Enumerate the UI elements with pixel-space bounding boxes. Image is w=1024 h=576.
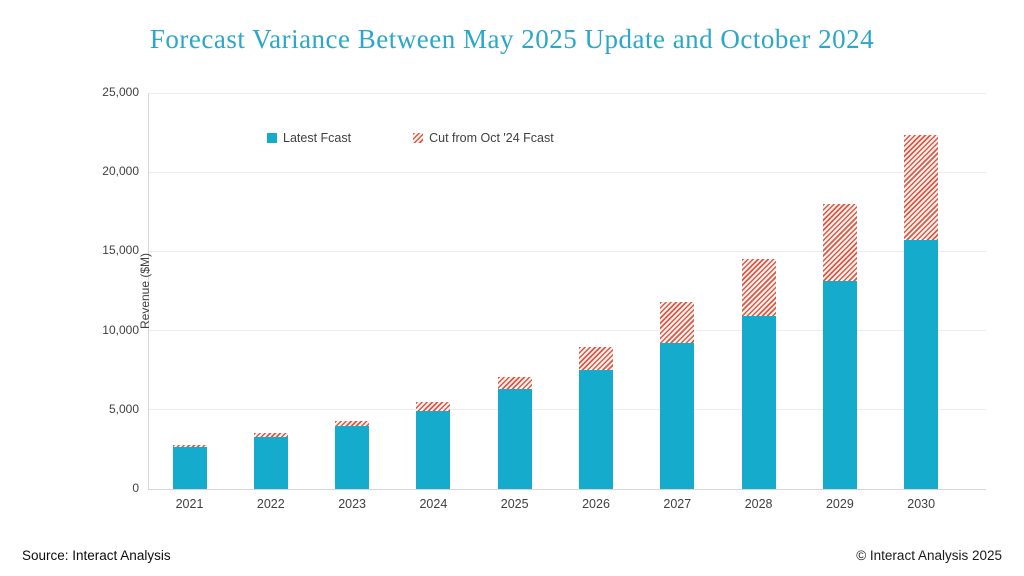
gridline-20000 bbox=[149, 171, 986, 173]
bar-cut-2024 bbox=[416, 401, 451, 411]
bar-cut-2023 bbox=[335, 421, 370, 427]
x-tick-label-2021: 2021 bbox=[175, 497, 204, 511]
x-tick-label-2029: 2029 bbox=[825, 497, 854, 511]
chart-title: Forecast Variance Between May 2025 Updat… bbox=[149, 24, 875, 54]
legend-label-cut: Cut from Oct '24 Fcast bbox=[429, 131, 554, 145]
y-tick-label-25000: 25,000 bbox=[102, 85, 139, 99]
bar-latest-2027 bbox=[660, 343, 695, 489]
x-tick-label-2022: 2022 bbox=[256, 497, 285, 511]
legend-item-latest-fcast: Latest Fcast bbox=[267, 131, 351, 145]
gridline-5000 bbox=[149, 409, 986, 411]
bar-latest-2029 bbox=[822, 280, 857, 489]
plot-area: Revenue ($M) Latest Fcast Cut from Oct '… bbox=[102, 85, 986, 511]
x-tick-label-2023: 2023 bbox=[338, 497, 366, 511]
bar-latest-2025 bbox=[497, 389, 532, 489]
legend-item-cut-fcast: Cut from Oct '24 Fcast bbox=[413, 131, 554, 145]
x-tick-label-2028: 2028 bbox=[744, 497, 773, 511]
y-tick-label-15000: 15,000 bbox=[102, 243, 139, 258]
y-tick-label-20000: 20,000 bbox=[102, 164, 139, 179]
bar-cut-2025 bbox=[497, 376, 532, 390]
bar-cut-2028 bbox=[741, 258, 776, 316]
x-tick-label-2025: 2025 bbox=[500, 497, 529, 511]
bar-cut-2026 bbox=[579, 347, 613, 371]
bar-latest-2021 bbox=[172, 447, 207, 489]
y-axis-title: Revenue ($M) bbox=[138, 252, 152, 330]
bar-latest-2028 bbox=[741, 315, 776, 489]
copyright-note: © Interact Analysis 2025 bbox=[856, 548, 1002, 563]
x-tick-label-2027: 2027 bbox=[663, 497, 692, 511]
bar-latest-2022 bbox=[253, 436, 288, 489]
bar-cut-2021 bbox=[172, 444, 207, 448]
x-tick-label-2024: 2024 bbox=[419, 497, 448, 511]
bar-cut-2029 bbox=[822, 203, 857, 281]
legend-swatch-cut-icon bbox=[413, 133, 424, 143]
x-tick-label-2030: 2030 bbox=[907, 497, 936, 511]
gridline-25000 bbox=[149, 92, 986, 94]
bar-latest-2030 bbox=[904, 240, 939, 489]
bar-latest-2026 bbox=[579, 370, 613, 489]
y-tick-label-0: 0 bbox=[132, 481, 139, 495]
source-note: Source: Interact Analysis bbox=[22, 548, 171, 563]
legend-swatch-latest-icon bbox=[267, 133, 277, 143]
bar-cut-2022 bbox=[253, 432, 288, 437]
x-tick-label-2026: 2026 bbox=[582, 497, 610, 511]
gridline-10000 bbox=[149, 330, 986, 332]
bar-latest-2024 bbox=[416, 410, 451, 489]
bar-cut-2027 bbox=[660, 302, 695, 344]
bar-cut-2030 bbox=[904, 134, 939, 241]
y-tick-label-10000: 10,000 bbox=[102, 322, 139, 337]
legend-label-latest: Latest Fcast bbox=[283, 131, 352, 145]
bar-latest-2023 bbox=[335, 426, 370, 489]
gridline-15000 bbox=[149, 250, 986, 252]
chart-legend: Latest Fcast Cut from Oct '24 Fcast bbox=[267, 131, 554, 145]
y-tick-label-5000: 5,000 bbox=[108, 401, 139, 416]
